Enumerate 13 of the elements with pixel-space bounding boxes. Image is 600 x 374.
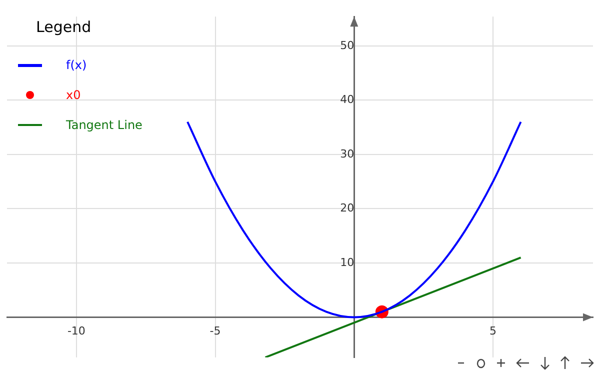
legend-title: Legend: [36, 18, 92, 36]
legend-label: Tangent Line: [66, 118, 142, 132]
y-tick-label: 20: [340, 202, 354, 215]
x-tick-label: -5: [210, 324, 221, 338]
line-series: [186, 120, 522, 318]
y-tick-label: 30: [340, 147, 354, 160]
x-tick-label: 5: [490, 324, 497, 338]
y-tick-label: 10: [340, 256, 354, 269]
text: x0: [66, 88, 81, 102]
legend-label: f(x): [66, 58, 87, 72]
y-tick-label: 40: [340, 93, 354, 106]
y-tick-label: 50: [340, 38, 354, 52]
x-tick-label: -10: [67, 324, 86, 338]
